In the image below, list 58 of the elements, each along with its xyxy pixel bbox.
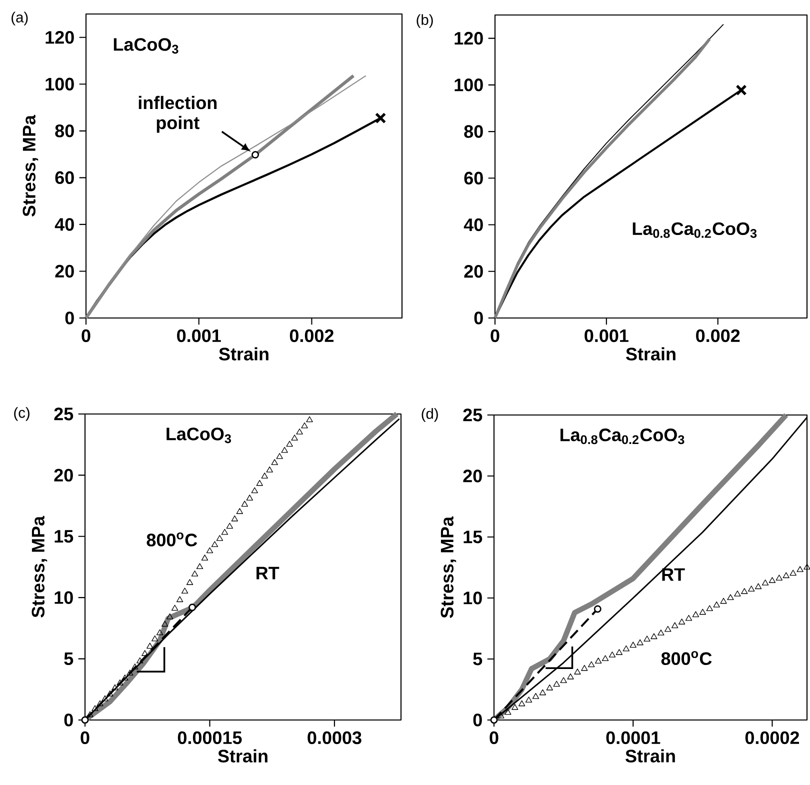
y-tick-label: 100 xyxy=(46,78,74,91)
x-axis-title: Strain xyxy=(219,347,268,360)
y-axis-title: Stress, MPa xyxy=(22,114,38,216)
x-axis-title: Strain xyxy=(626,749,675,762)
x-tick-label: 0 xyxy=(82,329,90,342)
y-axis-title: Stress, MPa xyxy=(32,516,48,618)
series-label: 800$^{o}$C xyxy=(146,532,198,546)
text: (d) xyxy=(422,408,438,422)
x-tick-label: 0 xyxy=(490,329,500,342)
y-tick-label: 60 xyxy=(55,171,74,184)
y-tick-label: 80 xyxy=(55,124,74,138)
x-axis-title: Strain xyxy=(218,749,268,762)
text: (c) xyxy=(14,407,30,421)
y-tick-label: 10 xyxy=(464,592,482,604)
y-tick-label: 20 xyxy=(55,264,74,278)
y-tick-label: 40 xyxy=(464,218,483,232)
x-tick-label: 0.0001 xyxy=(606,731,660,744)
annotation: La$_{0.8}$Ca$_{0.2}$CoO$_{3}$ xyxy=(632,222,757,238)
y-tick-label: 120 xyxy=(46,31,74,44)
series-label: RT xyxy=(256,566,280,580)
x-tick-label: 0.0002 xyxy=(745,731,800,744)
y-tick-label: 20 xyxy=(463,470,482,482)
x-tick-label: 0.001 xyxy=(177,329,221,342)
x-tick-label: 0.002 xyxy=(290,329,334,342)
series-label: RT xyxy=(662,568,685,581)
y-tick-label: 0 xyxy=(64,714,73,726)
text: (b) xyxy=(416,14,433,28)
y-tick-label: 15 xyxy=(464,530,482,544)
y-tick-label: 0 xyxy=(474,312,483,324)
y-tick-label: 20 xyxy=(54,468,73,482)
y-tick-label: 80 xyxy=(464,125,483,138)
text: (a) xyxy=(12,12,28,26)
y-tick-label: 0 xyxy=(65,312,74,324)
y-tick-label: 5 xyxy=(473,652,482,666)
y-tick-label: 15 xyxy=(54,530,74,543)
x-axis-title: Strain xyxy=(626,347,676,360)
y-tick-label: 40 xyxy=(54,218,74,231)
y-tick-label: 0 xyxy=(473,714,482,726)
y-tick-label: 100 xyxy=(454,78,483,92)
y-tick-label: 5 xyxy=(64,652,74,666)
annotation: LaCoO$_{3}$ xyxy=(114,38,178,54)
y-tick-label: 60 xyxy=(464,172,483,185)
x-tick-label: 0 xyxy=(80,731,90,744)
x-tick-label: 0 xyxy=(490,731,498,744)
series-label: 800$^{o}$C xyxy=(661,651,712,666)
annotation: La$_{0.8}$Ca$_{0.2}$CoO$_{3}$ xyxy=(560,428,684,444)
x-tick-label: 0.0003 xyxy=(308,731,362,744)
y-tick-label: 10 xyxy=(54,591,73,604)
x-tick-label: 0.001 xyxy=(584,329,628,342)
y-tick-label: 120 xyxy=(454,32,483,45)
annotation: LaCoO$_{3}$ xyxy=(166,428,231,444)
x-tick-label: 0.002 xyxy=(696,329,740,342)
y-tick-label: 25 xyxy=(463,408,482,422)
y-tick-label: 20 xyxy=(464,265,483,278)
y-axis-title: Stress, MPa xyxy=(440,516,456,618)
annotation: inflection point xyxy=(138,96,217,133)
y-tick-label: 25 xyxy=(54,408,74,420)
x-tick-label: 0.00015 xyxy=(178,731,242,744)
